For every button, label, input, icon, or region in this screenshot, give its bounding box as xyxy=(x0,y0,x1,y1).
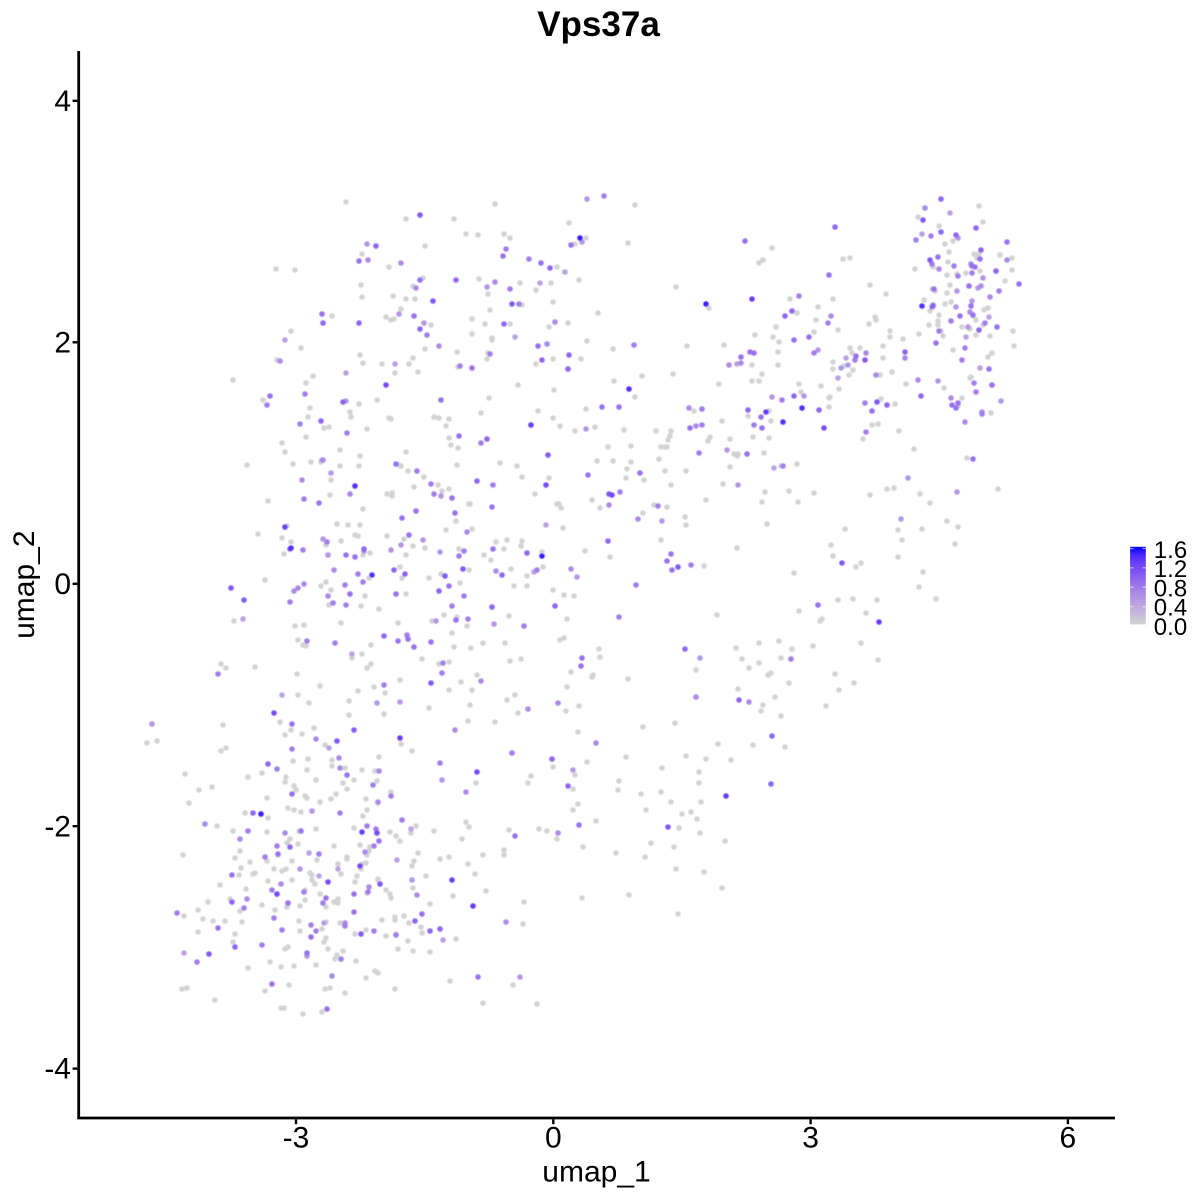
svg-text:-3: -3 xyxy=(283,1122,310,1155)
svg-text:3: 3 xyxy=(802,1122,819,1155)
svg-text:0.4: 0.4 xyxy=(1154,595,1187,622)
svg-text:0: 0 xyxy=(545,1122,562,1155)
svg-text:umap_1: umap_1 xyxy=(542,1156,650,1189)
svg-text:umap_2: umap_2 xyxy=(8,530,41,638)
svg-text:0.8: 0.8 xyxy=(1154,575,1187,602)
svg-text:0: 0 xyxy=(54,568,71,601)
svg-text:0.0: 0.0 xyxy=(1154,614,1187,641)
svg-text:4: 4 xyxy=(54,85,71,118)
svg-text:1.2: 1.2 xyxy=(1154,556,1187,583)
svg-text:2: 2 xyxy=(54,326,71,359)
svg-text:1.6: 1.6 xyxy=(1154,537,1187,564)
svg-text:6: 6 xyxy=(1060,1122,1077,1155)
svg-text:-2: -2 xyxy=(44,810,71,843)
svg-text:-4: -4 xyxy=(44,1053,71,1086)
svg-text:Vps37a: Vps37a xyxy=(537,5,660,44)
